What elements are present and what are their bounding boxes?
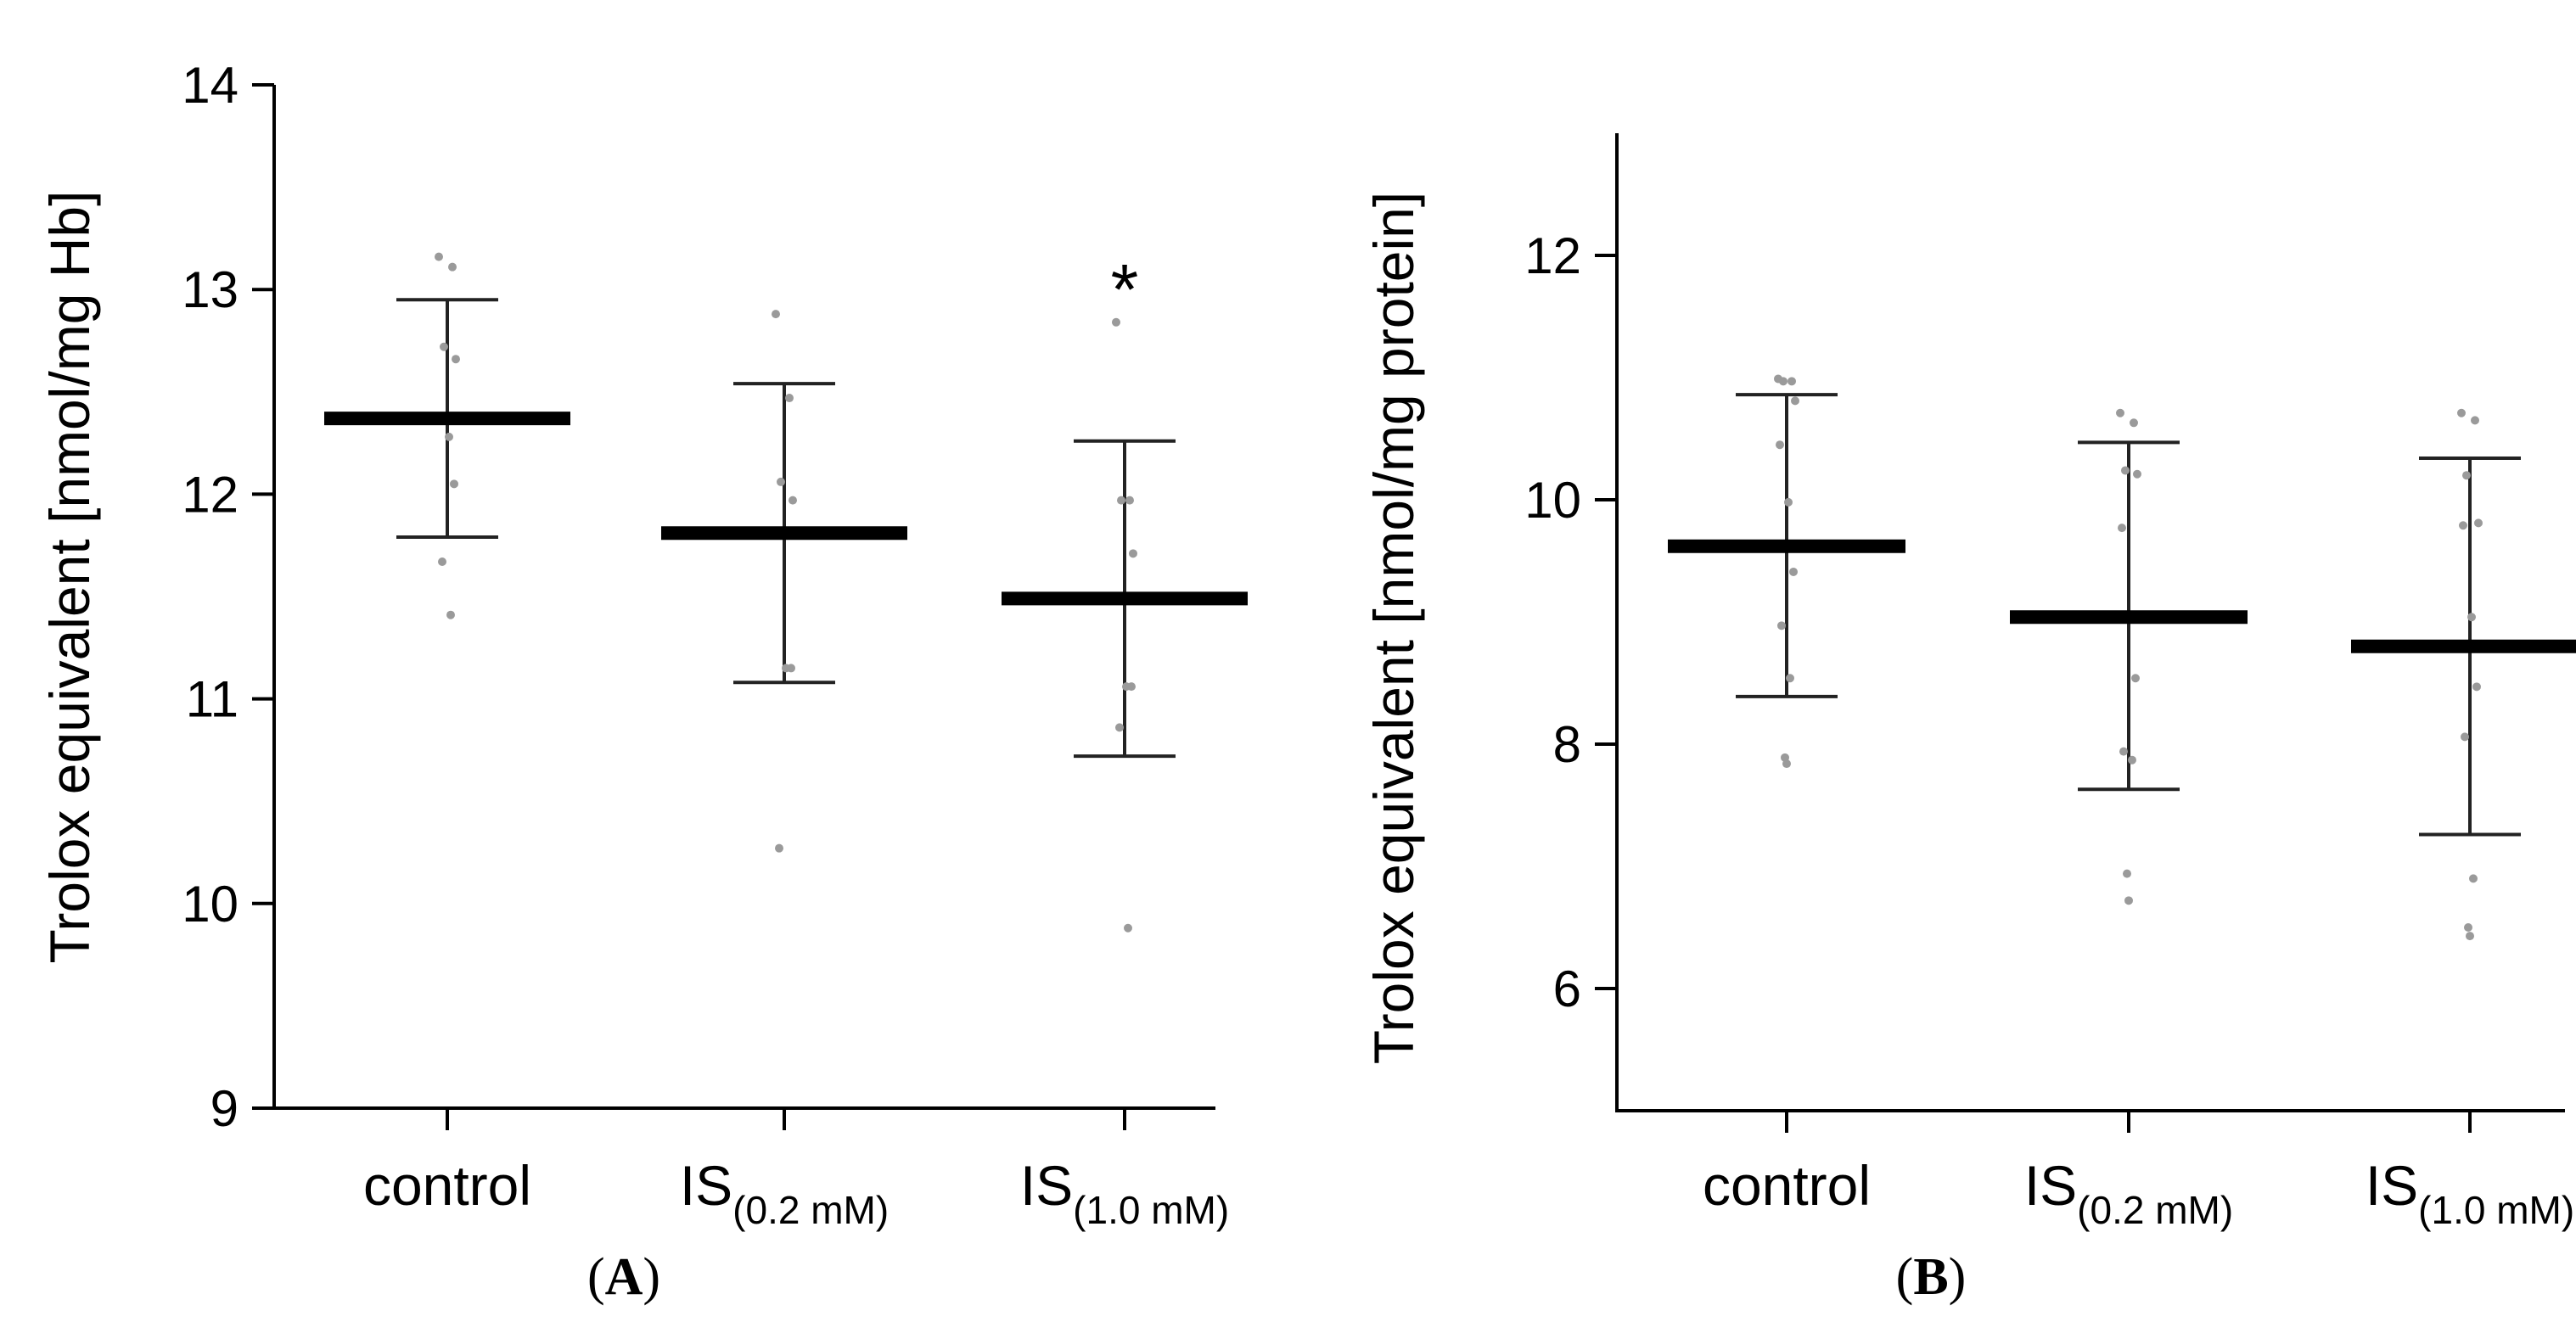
panel-b-data-point <box>2116 408 2124 417</box>
panel-a-data-point <box>785 394 794 403</box>
panel-a-data-point <box>787 664 795 673</box>
panel-b-data-point <box>2474 518 2483 528</box>
panel-b-data-point <box>1787 377 1796 386</box>
panel-a-groups: * <box>324 249 1248 933</box>
panel-b-x-tick-label: IS(0.2 mM) <box>2024 1154 2233 1232</box>
panel-b-data-point <box>1777 621 1786 630</box>
panel-a-data-point <box>1125 496 1134 505</box>
panel-a-data-point <box>1115 723 1124 732</box>
panel-b-data-point <box>2457 408 2466 417</box>
panel-b-axes <box>1615 133 2565 1112</box>
panel-b-data-point <box>2124 896 2133 905</box>
panel-a-caption: (A) <box>587 1248 660 1306</box>
panel-a-data-point <box>777 477 785 486</box>
panel-a-data-point <box>448 262 457 272</box>
panel-a-y-tick-label: 11 <box>186 671 239 728</box>
panel-a-data-point <box>440 342 448 351</box>
panel-b-data-point <box>2128 755 2136 765</box>
panel-a-y-tick-label: 10 <box>182 876 239 933</box>
panel-b-data-point <box>2119 747 2128 756</box>
panel-a-x-categories: control IS(0.2 mM) IS(1.0 mM) <box>363 1108 1229 1232</box>
panel-b-data-point <box>2464 923 2472 932</box>
panel-b-data-point <box>2459 521 2467 530</box>
panel-b-data-point <box>2121 466 2130 475</box>
panel-b-x-categories: control IS(0.2 mM) IS(1.0 mM) <box>1703 1111 2574 1232</box>
panel-b-data-point <box>2123 869 2131 878</box>
panel-a-data-point <box>438 557 446 566</box>
panel-b-group <box>2351 408 2576 941</box>
panel-b-data-point <box>1784 497 1793 507</box>
panel-b-data-point <box>2466 932 2474 941</box>
panel-a-x-tick-label: IS(0.2 mM) <box>680 1154 889 1232</box>
panel-a-significance-star: * <box>1111 249 1139 329</box>
panel-b-data-point <box>1779 377 1787 386</box>
panel-a-y-tick-label: 9 <box>210 1080 239 1137</box>
panel-b-x-tick-label: IS(1.0 mM) <box>2366 1154 2574 1232</box>
panel-b-group <box>2010 408 2248 905</box>
panel-a-data-point <box>1112 317 1120 327</box>
panel-b-y-tick-label: 8 <box>1553 716 1581 773</box>
panel-a-y-tick-label: 14 <box>182 57 239 114</box>
panel-b-data-point <box>2131 674 2140 683</box>
panel-b-data-point <box>2469 874 2478 883</box>
panel-b-y-ticks: 6 8 10 12 <box>1524 227 1617 1017</box>
panel-a-chart: Trolox equivalent [nmol/mg Hb] 9 10 11 12 13… <box>38 57 1248 1306</box>
panel-b-groups <box>1668 374 2576 941</box>
panel-a-data-point <box>789 496 797 505</box>
panel-a-data-point <box>446 610 455 619</box>
panel-a-data-point <box>1127 682 1136 692</box>
panel-a-group <box>324 252 570 619</box>
panel-a-data-point <box>445 432 453 441</box>
panel-a-y-axis-label: Trolox equivalent [nmol/mg Hb] <box>38 191 101 964</box>
panel-b-data-point <box>1776 440 1784 450</box>
panel-a-data-point <box>775 843 783 853</box>
panel-a-y-tick-label: 12 <box>182 466 239 523</box>
panel-b-group <box>1668 374 1905 769</box>
panel-b-y-tick-label: 10 <box>1524 472 1581 529</box>
panel-a-group <box>661 310 907 853</box>
panel-b-data-point <box>1786 674 1794 683</box>
panel-b-data-point <box>2130 418 2138 428</box>
panel-b-chart: Trolox equivalent [nmol/mg protein] 6 8 10… <box>1362 133 2576 1306</box>
panel-a-data-point <box>450 479 458 489</box>
panel-a-axes <box>272 85 1215 1110</box>
panel-a-data-point <box>452 355 460 364</box>
panel-a-x-tick-label: IS(1.0 mM) <box>1020 1154 1229 1232</box>
panel-b-data-point <box>1789 567 1798 576</box>
panel-b-data-point <box>2461 732 2469 742</box>
panel-b-data-point <box>1791 396 1799 406</box>
panel-b-data-point <box>2118 524 2126 533</box>
panel-b-y-tick-label: 6 <box>1553 961 1581 1017</box>
panel-a-y-ticks: 9 10 11 12 13 14 <box>182 57 274 1137</box>
panel-a-data-point <box>772 310 780 319</box>
panel-b-data-point <box>2133 469 2141 479</box>
panel-a-data-point <box>1129 549 1137 558</box>
panel-b-y-axis-label: Trolox equivalent [nmol/mg protein] <box>1362 192 1425 1064</box>
panel-b-data-point <box>2462 471 2471 480</box>
panel-a-data-point <box>435 252 443 261</box>
panel-a-y-tick-label: 13 <box>182 261 239 318</box>
panel-b-data-point <box>2467 613 2476 622</box>
panel-a-group: * <box>1002 249 1248 933</box>
panel-b-x-tick-label: control <box>1703 1154 1871 1217</box>
panel-b-data-point <box>2472 682 2481 692</box>
panel-b-data-point <box>1782 759 1791 769</box>
panel-b-y-tick-label: 12 <box>1524 227 1581 284</box>
panel-b-data-point <box>2471 416 2479 425</box>
panel-a-data-point <box>1117 496 1125 505</box>
panel-b-caption: (B) <box>1896 1248 1967 1306</box>
panel-a-x-tick-label: control <box>363 1154 531 1217</box>
panel-a-data-point <box>1124 923 1132 933</box>
